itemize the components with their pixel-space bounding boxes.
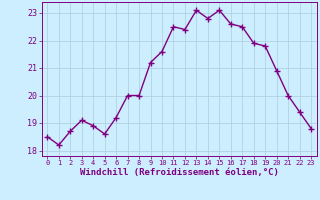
X-axis label: Windchill (Refroidissement éolien,°C): Windchill (Refroidissement éolien,°C) [80,168,279,177]
